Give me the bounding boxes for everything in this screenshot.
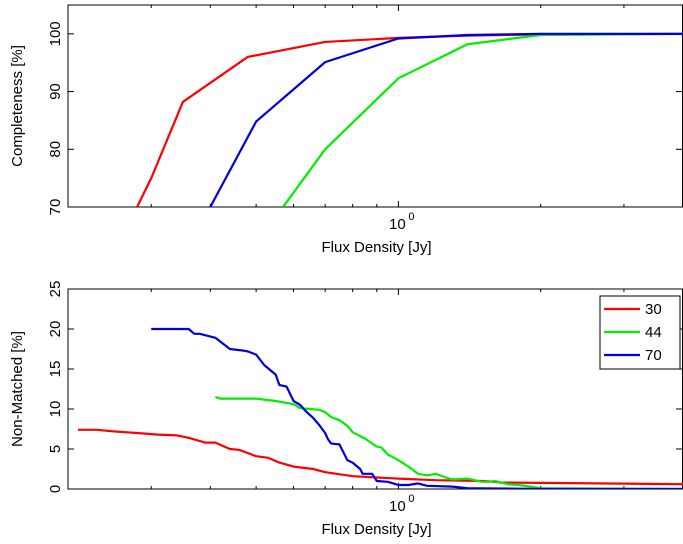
y-tick-label: 0 <box>47 485 64 493</box>
legend-label: 44 <box>645 324 662 341</box>
x-tick-label: 10 <box>389 216 406 233</box>
series-line-1 <box>282 32 683 207</box>
legend-label: 30 <box>645 301 662 318</box>
y-tick-label: 5 <box>47 445 64 453</box>
y-axis-label: Completeness [%] <box>9 45 26 167</box>
y-tick-label: 20 <box>47 321 64 338</box>
y-tick-label: 90 <box>47 83 64 100</box>
y-tick-label: 10 <box>47 401 64 418</box>
y-tick-label: 70 <box>47 199 64 216</box>
plot-frame <box>67 288 683 490</box>
series-line-2 <box>209 32 683 207</box>
x-tick-label-exponent: 0 <box>408 493 414 505</box>
y-tick-label: 25 <box>47 281 64 298</box>
y-tick-label: 100 <box>47 21 64 46</box>
x-axis-label: Flux Density [Jy] <box>321 521 431 538</box>
series-line-30 <box>78 428 683 486</box>
y-axis-label: Non-Matched [%] <box>9 331 26 447</box>
completeness-panel: 70 80 90 100 10 0 Flux Density [Jy] Completenes… <box>9 4 683 256</box>
y-tick-label: 80 <box>47 141 64 158</box>
series-line-44 <box>215 395 683 489</box>
x-axis-label: Flux Density [Jy] <box>321 239 431 256</box>
x-tick-label: 10 <box>389 498 406 515</box>
series-line-70 <box>151 327 683 489</box>
x-tick-label-exponent: 0 <box>408 211 414 223</box>
series-line-0 <box>136 32 683 207</box>
legend-label: 70 <box>645 347 662 364</box>
y-tick-label: 15 <box>47 361 64 378</box>
